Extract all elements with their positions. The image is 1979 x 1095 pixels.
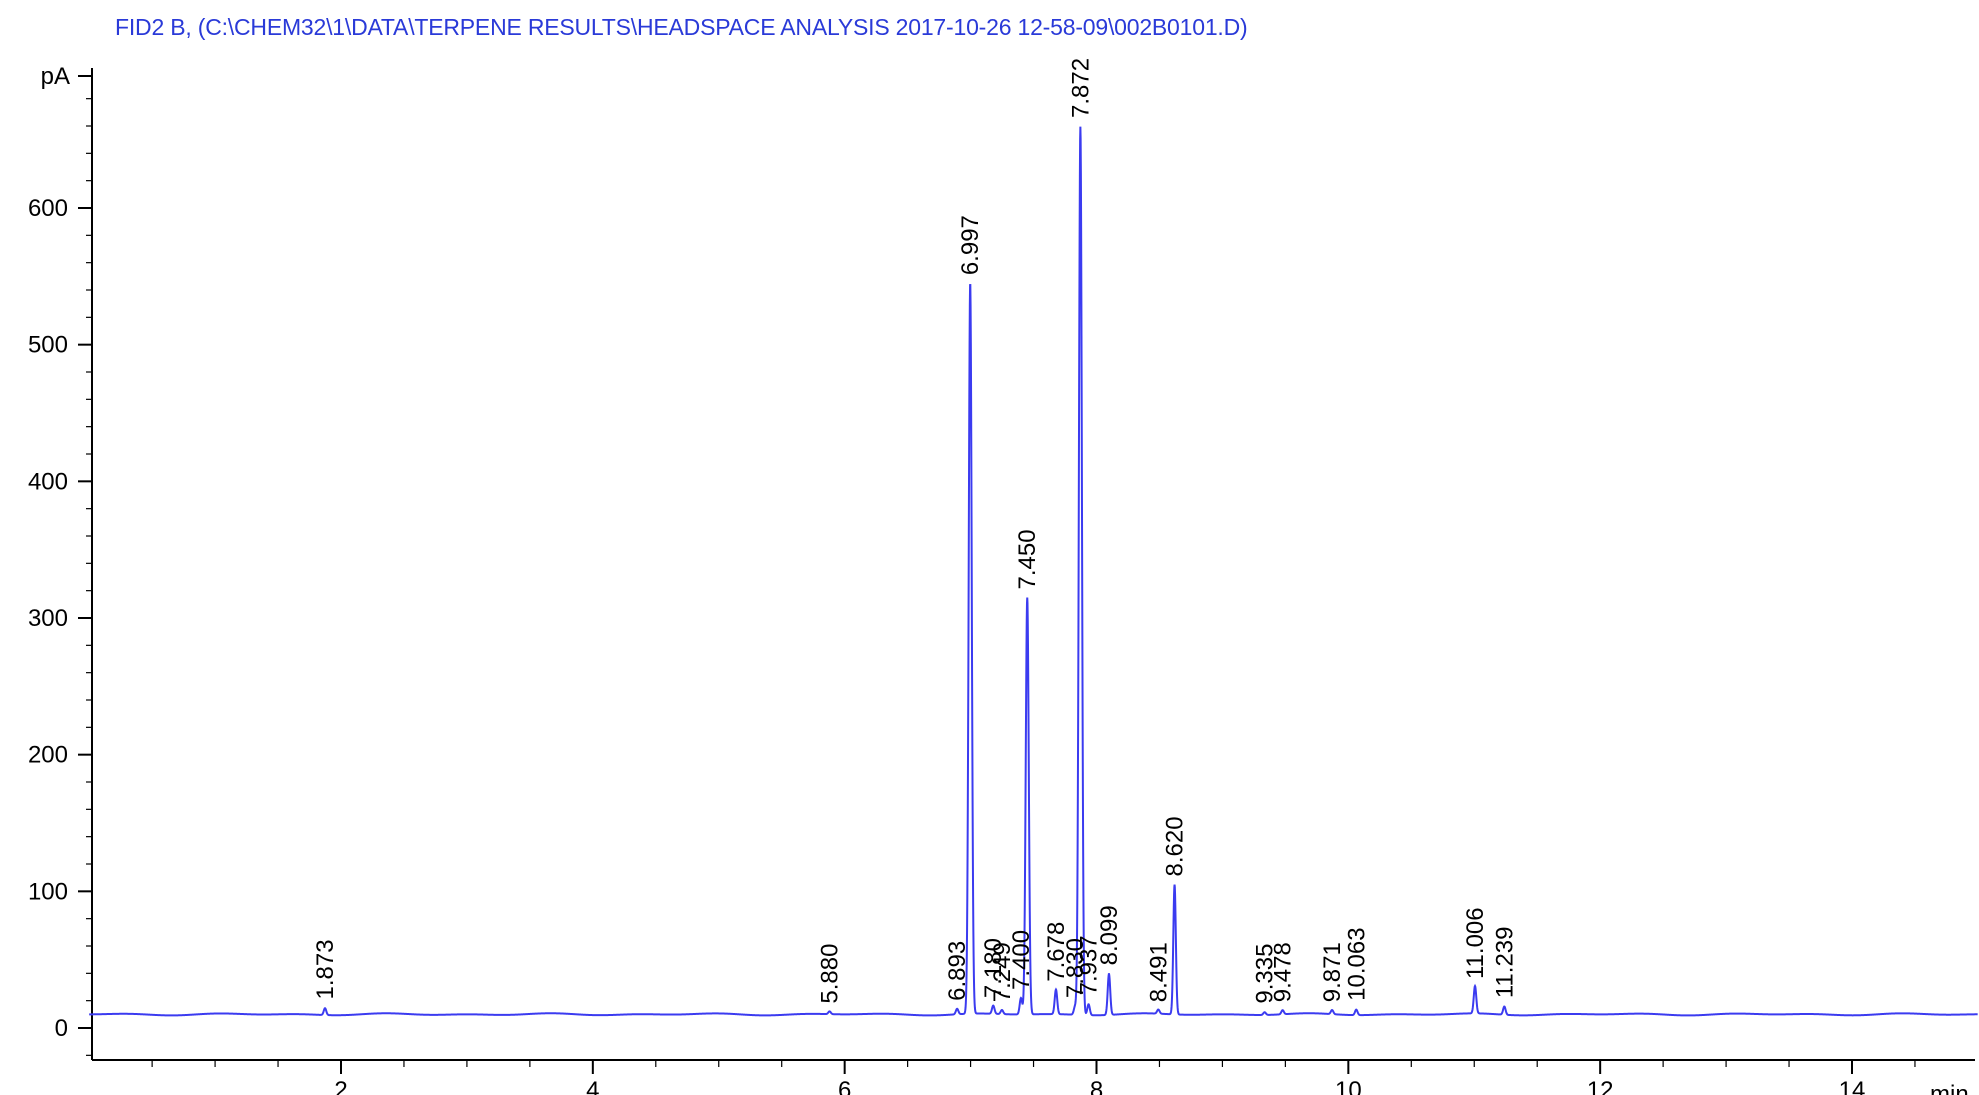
- x-tick-label: 2: [334, 1077, 347, 1095]
- x-tick-label: 14: [1839, 1077, 1866, 1095]
- peak-label: 7.180: [980, 938, 1007, 998]
- peak-label: 5.880: [817, 944, 844, 1004]
- x-tick-label: 10: [1335, 1077, 1362, 1095]
- x-tick-label: 4: [586, 1077, 599, 1095]
- y-tick-label: 100: [28, 878, 68, 905]
- peak-label: 7.872: [1067, 58, 1094, 118]
- peak-label: 7.249: [989, 942, 1016, 1002]
- peak-label: 8.491: [1145, 942, 1172, 1002]
- x-tick-label: 12: [1587, 1077, 1614, 1095]
- chart-title: FID2 B, (C:\CHEM32\1\DATA\TERPENE RESULT…: [115, 14, 1248, 40]
- peak-label: 11.239: [1491, 927, 1518, 999]
- peak-label: 7.678: [1043, 922, 1070, 982]
- y-tick-label: 600: [28, 195, 68, 222]
- peak-label: 9.871: [1319, 942, 1346, 1002]
- peak-label: 9.335: [1252, 944, 1279, 1004]
- peak-label: 7.400: [1008, 930, 1035, 990]
- y-tick-label: 200: [28, 742, 68, 769]
- peak-label: 1.873: [312, 939, 339, 999]
- y-tick-label: 500: [28, 332, 68, 359]
- peak-label: 7.937: [1076, 935, 1103, 995]
- axes: 0 100 200 300 400 500 600 pA 2 4 6 8 10 12 14 min: [28, 63, 1975, 1095]
- trace-layer: [89, 126, 1978, 1017]
- y-axis-unit-label: pA: [41, 63, 70, 90]
- x-tick-label: 8: [1090, 1077, 1103, 1095]
- x-axis-unit-label: min: [1930, 1081, 1969, 1095]
- y-tick-label: 300: [28, 605, 68, 632]
- peak-label: 6.997: [957, 215, 984, 275]
- peak-label: 7.830: [1062, 938, 1089, 998]
- peak-label: 7.450: [1014, 529, 1041, 589]
- x-tick-label: 6: [838, 1077, 851, 1095]
- y-tick-label: 400: [28, 468, 68, 495]
- peak-label: 8.099: [1096, 905, 1123, 965]
- peak-label: 11.006: [1462, 907, 1489, 979]
- peak-label: 8.620: [1162, 816, 1189, 876]
- peak-label: 6.893: [944, 941, 971, 1001]
- y-tick-label: 0: [55, 1015, 68, 1042]
- peak-label: 9.478: [1270, 942, 1297, 1002]
- chromatogram-trace: [89, 126, 1978, 1017]
- peak-label: 10.063: [1343, 927, 1370, 1000]
